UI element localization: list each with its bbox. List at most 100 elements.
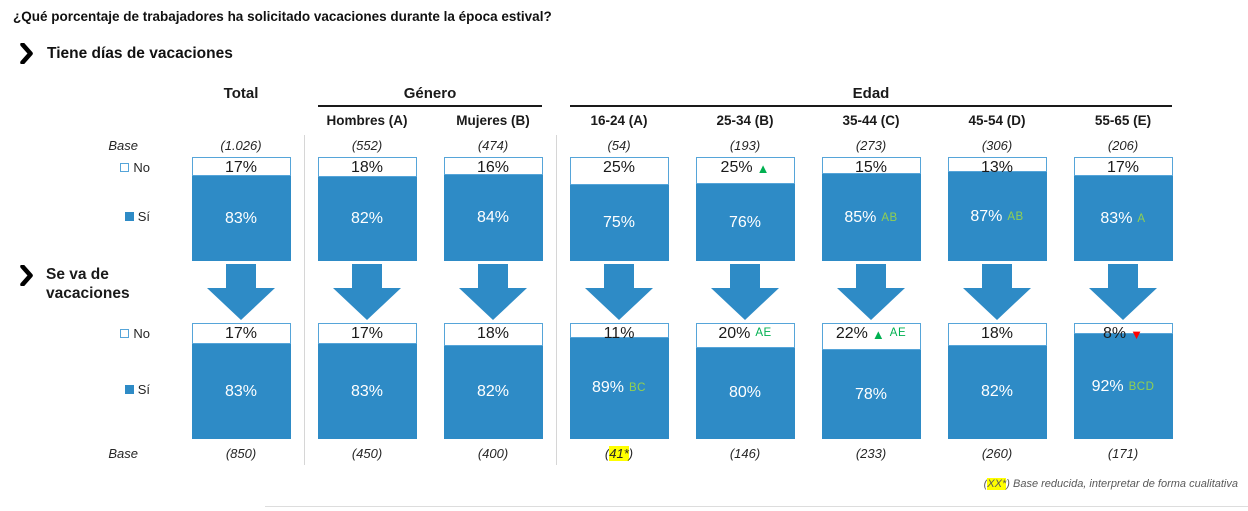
bar-segment-no: 25% — [569, 157, 669, 185]
no-value: 25% — [602, 159, 636, 176]
spacer — [0, 79, 178, 107]
base-row-top: Base (1.026) (552) (474) (54) (193) (273… — [0, 133, 1186, 157]
bar-segment-si: 83% — [317, 344, 417, 439]
base-value-reduced: (41*) — [604, 445, 634, 461]
base-value: (206) — [1107, 137, 1139, 153]
highlighted-base: 41* — [609, 445, 629, 461]
no-value: 22% — [835, 325, 868, 342]
bar-cell: 18% 82% — [304, 157, 430, 261]
legend-no-swatch-icon — [120, 163, 130, 172]
stacked-bar-16-24-bottom: 11% 89% BC — [569, 323, 669, 439]
bar-cell: 17% 83% A — [1060, 157, 1186, 261]
si-value: 89% — [591, 379, 625, 397]
bar-segment-no: 17% — [191, 157, 291, 177]
column-header-25-34: 25-34 (B) — [716, 112, 774, 128]
bar-segment-si: 83% — [191, 176, 291, 261]
bar-segment-si: 92% BCD — [1073, 334, 1173, 439]
group-edad: Edad — [556, 79, 1186, 107]
bar-segment-no: 16% — [443, 157, 543, 176]
bar-cell: 17% 83% — [304, 323, 430, 439]
stacked-bar-25-34-top: 25% ▲ 76% — [695, 157, 795, 261]
base-value: (850) — [225, 445, 257, 461]
no-value: 25% — [720, 159, 753, 176]
legend-cell: No Sí — [0, 157, 178, 261]
section-title: Tiene días de vacaciones — [47, 44, 233, 62]
bar-segment-si: 83% — [191, 344, 291, 439]
base-value: (306) — [981, 137, 1013, 153]
si-value: 76% — [728, 213, 762, 231]
group-header-row: Total Género Edad — [0, 79, 1186, 107]
base-value: (146) — [729, 445, 761, 461]
bottom-divider — [265, 506, 1248, 507]
no-value: 17% — [224, 325, 258, 342]
stacked-bar-total-bottom: 17% 83% — [191, 323, 291, 439]
bar-segment-no: 22% ▲ AE — [821, 323, 921, 351]
si-value: 83% — [224, 382, 258, 400]
legend-no-swatch-icon — [120, 329, 130, 338]
column-header-45-54: 45-54 (D) — [968, 112, 1026, 128]
bar-segment-no: 18% — [317, 157, 417, 178]
sig-letters: BCD — [1128, 380, 1155, 393]
si-value: 84% — [476, 209, 510, 227]
bar-segment-si: 78% — [821, 350, 921, 439]
bars-row-tiene-vacaciones: No Sí 17% 83% 18% 82% 16% 84% 25% 75% 25… — [0, 157, 1186, 261]
group-label: Edad — [852, 85, 890, 102]
base-value: (193) — [729, 137, 761, 153]
no-value: 16% — [476, 159, 510, 176]
column-header-total — [178, 107, 304, 133]
section-header-tiene-vacaciones: Tiene días de vacaciones — [20, 43, 1248, 64]
si-value: 92% — [1091, 377, 1124, 395]
legend-no-label: No — [133, 326, 150, 341]
legend-cell: No Sí — [0, 323, 178, 439]
bar-segment-si: 82% — [443, 345, 543, 439]
si-value: 78% — [854, 385, 888, 403]
base-row-bottom: Base (850) (450) (400) (41*) (146) (233)… — [0, 439, 1186, 467]
stacked-bar-hombres-top: 18% 82% — [317, 157, 417, 261]
si-value: 83% — [350, 382, 384, 400]
bar-segment-no: 15% — [821, 157, 921, 176]
arrow-cell — [682, 261, 808, 323]
arrow-cell — [934, 261, 1060, 323]
si-value: 85% — [844, 208, 877, 226]
group-label: Total — [223, 85, 259, 102]
si-value: 83% — [1100, 209, 1133, 227]
bar-cell: 15% 85% AB — [808, 157, 934, 261]
bar-segment-no: 8% ▼ — [1073, 323, 1173, 342]
section-header-se-va-de-vacaciones: Se va de vacaciones — [0, 261, 178, 323]
bars-row-se-va-de-vacaciones: No Sí 17% 83% 17% 83% 18% 82% 11% 89% BC … — [0, 323, 1186, 439]
arrow-cell — [556, 261, 682, 323]
base-value: (273) — [855, 137, 887, 153]
bar-segment-si: 84% — [443, 175, 543, 261]
page-title: ¿Qué porcentaje de trabajadores ha solic… — [13, 9, 552, 24]
group-label: Género — [403, 85, 457, 102]
down-arrow-icon — [837, 264, 905, 320]
arrow-cell — [178, 261, 304, 323]
bar-cell: 11% 89% BC — [556, 323, 682, 439]
si-value: 82% — [350, 210, 384, 228]
base-value: (54) — [607, 137, 631, 153]
arrow-cell — [808, 261, 934, 323]
si-value: 87% — [970, 207, 1003, 225]
bar-segment-no: 13% — [947, 157, 1047, 176]
column-header-row: Hombres (A) Mujeres (B) 16-24 (A) 25-34 … — [0, 107, 1186, 133]
si-value: 83% — [224, 209, 258, 227]
bar-cell: 25% ▲ 76% — [682, 157, 808, 261]
si-value: 82% — [980, 383, 1014, 401]
bar-segment-si: 87% AB — [947, 172, 1047, 261]
bar-segment-no: 20% AE — [695, 323, 795, 348]
sig-letters: BC — [629, 382, 646, 395]
chevron-right-icon — [20, 265, 33, 286]
base-label: Base — [108, 137, 138, 153]
no-value: 11% — [603, 325, 635, 342]
base-value: (552) — [351, 137, 383, 153]
sig-letters: A — [1137, 212, 1146, 225]
stacked-bar-hombres-bottom: 17% 83% — [317, 323, 417, 439]
bar-segment-no: 17% — [191, 323, 291, 345]
bar-cell: 17% 83% — [178, 323, 304, 439]
down-arrow-icon — [459, 264, 527, 320]
stacked-bar-mujeres-bottom: 18% 82% — [443, 323, 543, 439]
legend-si-label: Sí — [137, 381, 150, 397]
base-value: (474) — [477, 137, 509, 153]
down-arrow-icon — [963, 264, 1031, 320]
bar-segment-no: 11% — [569, 323, 669, 342]
